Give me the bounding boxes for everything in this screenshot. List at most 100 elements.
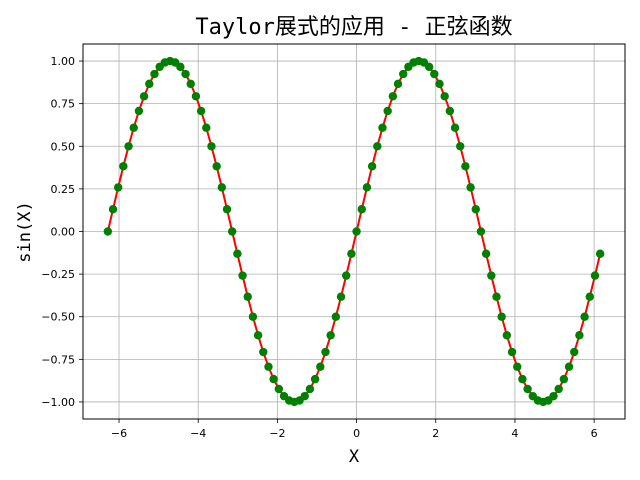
x-axis-ticks: −6 −4 −2 0 2 4 6	[111, 419, 598, 440]
x-tick-label: −4	[190, 427, 206, 440]
data-point	[207, 142, 216, 151]
data-point	[321, 347, 330, 357]
y-tick-label: −0.75	[41, 353, 75, 366]
chart-title: Taylor展式的应用 - 正弦函数	[195, 15, 512, 40]
data-point	[186, 79, 195, 89]
data-point	[331, 312, 341, 321]
x-tick-label: 0	[353, 427, 360, 440]
data-point	[575, 331, 584, 340]
data-point	[445, 106, 455, 116]
data-point	[388, 92, 398, 101]
grid-lines	[83, 44, 625, 419]
data-point	[461, 162, 470, 171]
data-point	[222, 205, 232, 214]
x-tick-label: 6	[591, 427, 598, 440]
data-point	[124, 142, 133, 151]
data-point	[129, 123, 138, 132]
data-point	[456, 142, 465, 151]
data-point	[523, 384, 532, 394]
data-point	[585, 292, 594, 301]
data-point	[352, 227, 361, 236]
data-point	[274, 384, 284, 394]
data-point	[227, 227, 237, 236]
data-point	[176, 62, 185, 72]
data-point	[357, 205, 366, 214]
data-point	[492, 292, 501, 301]
y-tick-label: 1.00	[51, 55, 76, 68]
data-point	[326, 331, 335, 340]
data-point	[476, 227, 486, 236]
data-point	[342, 271, 351, 280]
data-point	[513, 362, 522, 371]
data-point	[269, 374, 278, 384]
data-point	[196, 106, 206, 116]
y-tick-label: 0.25	[51, 183, 76, 196]
data-point	[559, 374, 569, 384]
data-point	[103, 227, 113, 236]
x-tick-label: −2	[269, 427, 285, 440]
y-tick-label: 0.00	[51, 226, 76, 239]
data-point	[217, 183, 227, 192]
data-point	[212, 162, 221, 171]
data-point	[564, 362, 574, 371]
data-point	[570, 347, 579, 357]
y-axis-ticks: 1.00 0.75 0.50 0.25 0.00 −0.25 −0.50 −0.75 −1.00	[41, 55, 83, 409]
data-point	[378, 123, 387, 132]
data-point	[466, 183, 475, 192]
data-point	[481, 249, 491, 258]
data-point	[238, 271, 247, 280]
data-point	[202, 123, 211, 132]
series-points-layer	[103, 56, 605, 407]
y-axis-label: sin(X)	[15, 201, 35, 262]
data-point	[362, 183, 372, 192]
data-point	[487, 271, 496, 280]
data-point	[424, 62, 434, 72]
data-point	[590, 271, 600, 280]
data-point	[191, 92, 201, 101]
data-point	[150, 69, 159, 79]
data-point	[336, 292, 346, 301]
data-point	[113, 183, 123, 192]
data-point	[253, 331, 263, 340]
x-axis-label: X	[349, 447, 360, 467]
data-point	[497, 312, 506, 321]
y-tick-label: −1.00	[41, 396, 75, 409]
x-tick-label: 4	[511, 427, 518, 440]
data-point	[549, 391, 558, 401]
data-point	[108, 205, 118, 214]
data-point	[393, 79, 403, 89]
data-point	[367, 162, 377, 171]
data-point	[233, 249, 242, 258]
data-point	[383, 106, 392, 116]
data-point	[471, 205, 480, 214]
data-point	[300, 391, 309, 401]
data-point	[399, 69, 408, 79]
data-point	[430, 69, 439, 79]
data-point	[181, 69, 190, 79]
x-tick-label: 2	[432, 427, 439, 440]
data-point	[450, 123, 460, 132]
data-point	[554, 384, 563, 394]
data-point	[145, 79, 154, 89]
y-tick-label: 0.75	[51, 98, 76, 111]
data-point	[580, 312, 589, 321]
data-point	[248, 312, 258, 321]
y-tick-label: −0.50	[41, 311, 75, 324]
data-point	[264, 362, 273, 371]
data-point	[305, 384, 315, 394]
data-point	[119, 162, 128, 171]
data-point	[440, 92, 449, 101]
data-point	[134, 106, 144, 116]
data-point	[518, 374, 527, 384]
data-point	[310, 374, 320, 384]
y-tick-label: 0.50	[51, 140, 76, 153]
data-point	[243, 292, 252, 301]
data-point	[259, 347, 268, 357]
data-point	[502, 331, 512, 340]
data-point	[595, 249, 605, 258]
data-point	[347, 249, 356, 258]
data-point	[139, 92, 149, 101]
x-tick-label: −6	[111, 427, 127, 440]
